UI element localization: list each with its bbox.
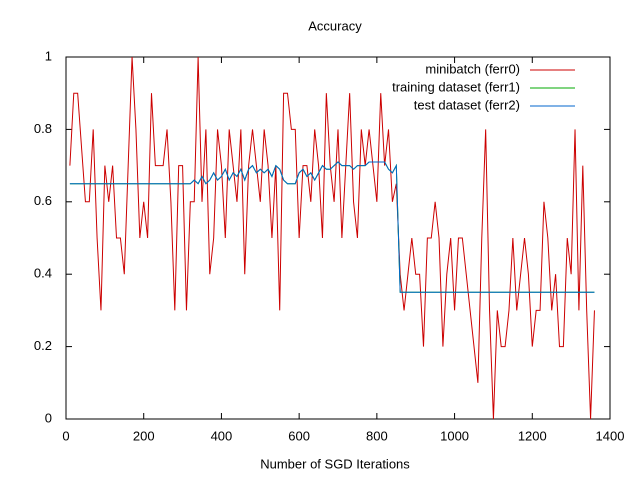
x-tick-label: 600	[288, 428, 310, 443]
y-tick-label: 0	[45, 410, 52, 425]
x-tick-label: 800	[366, 428, 388, 443]
legend-label: test dataset (ferr2)	[414, 97, 520, 112]
x-tick-label: 200	[133, 428, 155, 443]
plot-border	[65, 56, 611, 420]
x-tick-label: 0	[62, 428, 69, 443]
legend-label: minibatch (ferr0)	[425, 61, 520, 76]
x-tick-label: 400	[211, 428, 233, 443]
x-axis-label: Number of SGD Iterations	[260, 456, 410, 471]
y-tick-label: 0.4	[34, 266, 52, 281]
x-tick-label: 1000	[440, 428, 469, 443]
y-tick-label: 0.2	[34, 338, 52, 353]
y-tick-label: 0.6	[34, 193, 52, 208]
chart-title: Accuracy	[308, 18, 362, 33]
legend-label: training dataset (ferr1)	[392, 79, 520, 94]
x-tick-label: 1200	[518, 428, 547, 443]
x-tick-label: 1400	[596, 428, 625, 443]
y-tick-label: 0.8	[34, 121, 52, 136]
series-line	[69, 56, 595, 420]
y-tick-label: 1	[45, 48, 52, 63]
series-line	[69, 161, 595, 293]
